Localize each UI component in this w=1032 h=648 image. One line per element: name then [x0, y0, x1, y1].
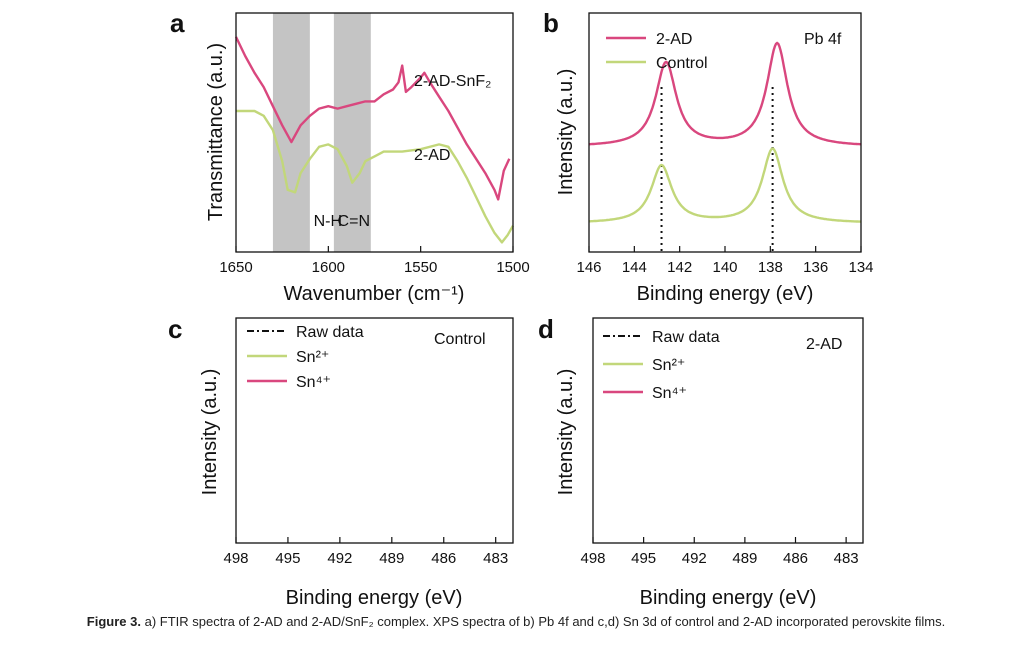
legend-label-d-raw: Raw data: [652, 329, 720, 346]
x-axis-title-a: Wavenumber (cm⁻¹): [284, 283, 465, 305]
panel-d-sn3d-2ad: d 498 495 492 489 486 483 Raw data Sn²⁺ Sn⁴⁺ …: [538, 314, 864, 609]
x-tick-label-a: 1650: [219, 259, 252, 276]
x-tick-label-b: 146: [576, 259, 601, 276]
series-label-2ad: 2-AD: [414, 147, 450, 164]
series-label-2ad-snf2: 2-AD-SnF₂: [414, 73, 491, 90]
x-tick-label-b: 140: [712, 259, 737, 276]
x-tick-label-a: 1550: [404, 259, 437, 276]
x-tick-label-c: 492: [327, 550, 352, 567]
series-line-b-2ad: [588, 41, 862, 146]
band-nh: [272, 13, 310, 252]
y-axis-title-a: Transmittance (a.u.): [205, 43, 227, 221]
panel-c-sn3d-control: c 498 495 492 489 486 483 Raw data Sn²⁺ Sn⁴⁺ …: [168, 314, 514, 609]
x-tick-label-b: 138: [758, 259, 783, 276]
x-axis-title-d: Binding energy (eV): [640, 587, 817, 609]
legend-label-b-2ad: 2-AD: [656, 31, 692, 48]
series-line-c-raw: [236, 344, 513, 523]
panel-letter-d: d: [538, 314, 554, 344]
x-tick-label-c: 483: [483, 550, 508, 567]
x-tick-label-d: 486: [783, 550, 808, 567]
series-line-d-sn4: [593, 511, 863, 525]
x-tick-label-c: 498: [223, 550, 248, 567]
panel-a-ftir: a 1650 1600 1550 1500 N-H C=N 2-AD-SnF₂ 2-A…: [170, 8, 530, 305]
y-axis-title-c: Intensity (a.u.): [199, 369, 221, 496]
band-label-nh: N-H: [314, 213, 342, 230]
legend-label-d-sn2: Sn²⁺: [652, 357, 685, 374]
panel-letter-a: a: [170, 8, 185, 38]
band-cn: [333, 13, 371, 252]
x-tick-label-b: 136: [803, 259, 828, 276]
x-tick-label-d: 495: [631, 550, 656, 567]
plot-frame-d: [592, 317, 864, 544]
plot-frame-c: [235, 317, 514, 544]
annotation-control: Control: [434, 331, 486, 348]
x-axis-title-b: Binding energy (eV): [637, 283, 814, 305]
series-line-b-control: [589, 147, 862, 223]
x-tick-label-d: 492: [682, 550, 707, 567]
panel-letter-b: b: [543, 8, 559, 38]
y-axis-title-b: Intensity (a.u.): [555, 69, 577, 196]
series-line-c-sn4: [236, 490, 513, 525]
x-tick-label-b: 142: [667, 259, 692, 276]
series-line-a-2ad: [236, 109, 515, 244]
x-tick-label-a: 1500: [496, 259, 529, 276]
x-tick-label-b: 144: [622, 259, 647, 276]
x-tick-label-d: 498: [580, 550, 605, 567]
x-tick-label-c: 495: [275, 550, 300, 567]
x-tick-label-d: 489: [732, 550, 757, 567]
y-axis-title-d: Intensity (a.u.): [555, 369, 577, 496]
legend-label-d-sn4: Sn⁴⁺: [652, 385, 687, 402]
legend-label-c-sn4: Sn⁴⁺: [296, 374, 331, 391]
annotation-pb4f: Pb 4f: [804, 31, 842, 48]
series-line-d-background: [593, 521, 863, 526]
plot-frame-a: [235, 12, 514, 253]
figure-caption: Figure 3. a) FTIR spectra of 2-AD and 2-…: [0, 614, 1032, 629]
x-tick-label-c: 489: [379, 550, 404, 567]
x-tick-label-c: 486: [431, 550, 456, 567]
legend-label-c-raw: Raw data: [296, 324, 364, 341]
x-axis-title-c: Binding energy (eV): [286, 587, 463, 609]
series-line-c-sn2: [236, 358, 513, 523]
band-label-cn: C=N: [338, 213, 370, 230]
legend-label-b-control: Control: [656, 55, 708, 72]
panel-letter-c: c: [168, 314, 182, 344]
series-line-c-background: [236, 521, 513, 526]
x-tick-label-d: 483: [834, 550, 859, 567]
annotation-2ad: 2-AD: [806, 336, 842, 353]
caption-label: Figure 3.: [86, 614, 141, 629]
x-tick-label-a: 1600: [312, 259, 345, 276]
caption-text: a) FTIR spectra of 2-AD and 2-AD/SnF₂ co…: [144, 614, 946, 629]
panel-b-pb4f: b 146 144 142 140 138 136 134 2-AD Control Pb …: [543, 8, 874, 305]
x-tick-label-b: 134: [848, 259, 873, 276]
legend-label-c-sn2: Sn²⁺: [296, 349, 329, 366]
series-line-a-2ad-snf2: [234, 36, 511, 201]
